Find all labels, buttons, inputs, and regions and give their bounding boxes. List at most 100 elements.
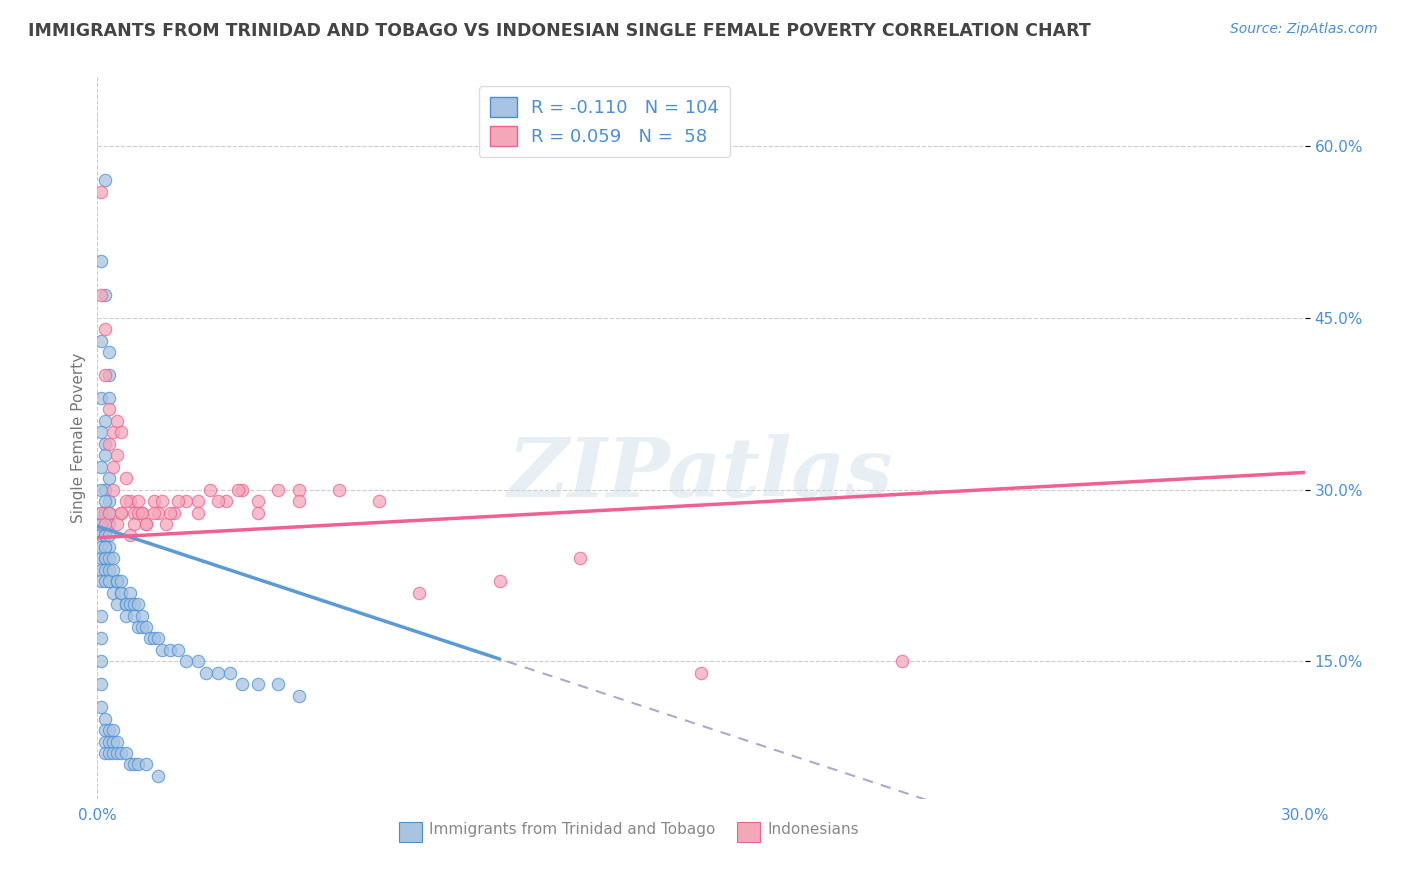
Point [135,620,157,634]
Point [247,506,270,520]
Point [198,483,221,497]
Point [114,746,136,760]
Point [150,494,173,508]
Text: ZIPatlas: ZIPatlas [508,434,894,514]
Point [98,345,121,359]
Point [103,551,125,566]
Point [488,574,510,589]
Point [98,391,121,405]
Point [114,471,136,485]
Point [107,516,129,531]
Point [142,506,165,520]
Point [90,677,112,691]
Point [287,494,309,508]
Point [569,551,592,566]
Point [127,494,149,508]
Point [94,368,117,383]
Point [98,574,121,589]
Point [94,746,117,760]
Point [287,689,309,703]
Point [103,459,125,474]
Point [110,425,132,440]
Point [90,608,112,623]
Point [207,665,229,680]
Point [98,528,121,542]
Point [146,506,169,520]
Point [135,516,157,531]
Point [90,563,112,577]
Point [122,757,145,772]
Point [98,516,121,531]
Point [287,483,309,497]
Point [103,563,125,577]
Point [98,574,121,589]
Point [94,448,117,462]
Point [90,459,112,474]
Point [150,643,173,657]
Point [231,677,253,691]
Point [90,632,112,646]
Point [135,516,157,531]
Point [118,757,141,772]
Point [98,734,121,748]
Point [90,185,112,199]
Point [122,506,145,520]
Point [90,540,112,554]
Point [267,677,290,691]
Point [94,414,117,428]
Point [90,391,112,405]
Point [98,506,121,520]
Point [98,746,121,760]
Point [231,483,253,497]
Point [146,632,169,646]
Point [98,551,121,566]
Point [174,654,197,668]
Point [98,437,121,451]
Point [267,483,290,497]
Point [247,677,270,691]
Y-axis label: Single Female Poverty: Single Female Poverty [72,353,86,524]
Point [159,506,181,520]
Point [94,516,117,531]
Point [187,506,209,520]
Point [94,516,117,531]
Point [131,506,153,520]
Point [94,551,117,566]
Point [408,585,430,599]
Point [146,769,169,783]
Point [187,494,209,508]
Point [114,608,136,623]
Legend: R = -0.110   N = 104, R = 0.059   N =  58: R = -0.110 N = 104, R = 0.059 N = 58 [479,87,730,157]
Point [207,494,229,508]
Point [94,437,117,451]
Point [159,643,181,657]
Point [107,597,129,611]
Point [110,506,132,520]
Point [107,746,129,760]
Point [103,734,125,748]
Point [94,528,117,542]
Point [127,757,149,772]
Point [94,528,117,542]
Point [195,665,218,680]
Point [94,723,117,737]
Point [107,448,129,462]
Point [187,654,209,668]
Point [90,528,112,542]
Point [114,494,136,508]
Point [90,516,112,531]
Point [328,483,350,497]
Point [94,483,117,497]
Point [166,643,188,657]
Point [138,632,160,646]
Point [110,585,132,599]
Text: Source: ZipAtlas.com: Source: ZipAtlas.com [1230,22,1378,37]
Point [118,494,141,508]
Point [166,494,188,508]
Point [110,506,132,520]
Point [135,757,157,772]
Point [98,402,121,417]
Point [127,620,149,634]
Text: Indonesians: Indonesians [768,822,859,837]
Point [94,494,117,508]
